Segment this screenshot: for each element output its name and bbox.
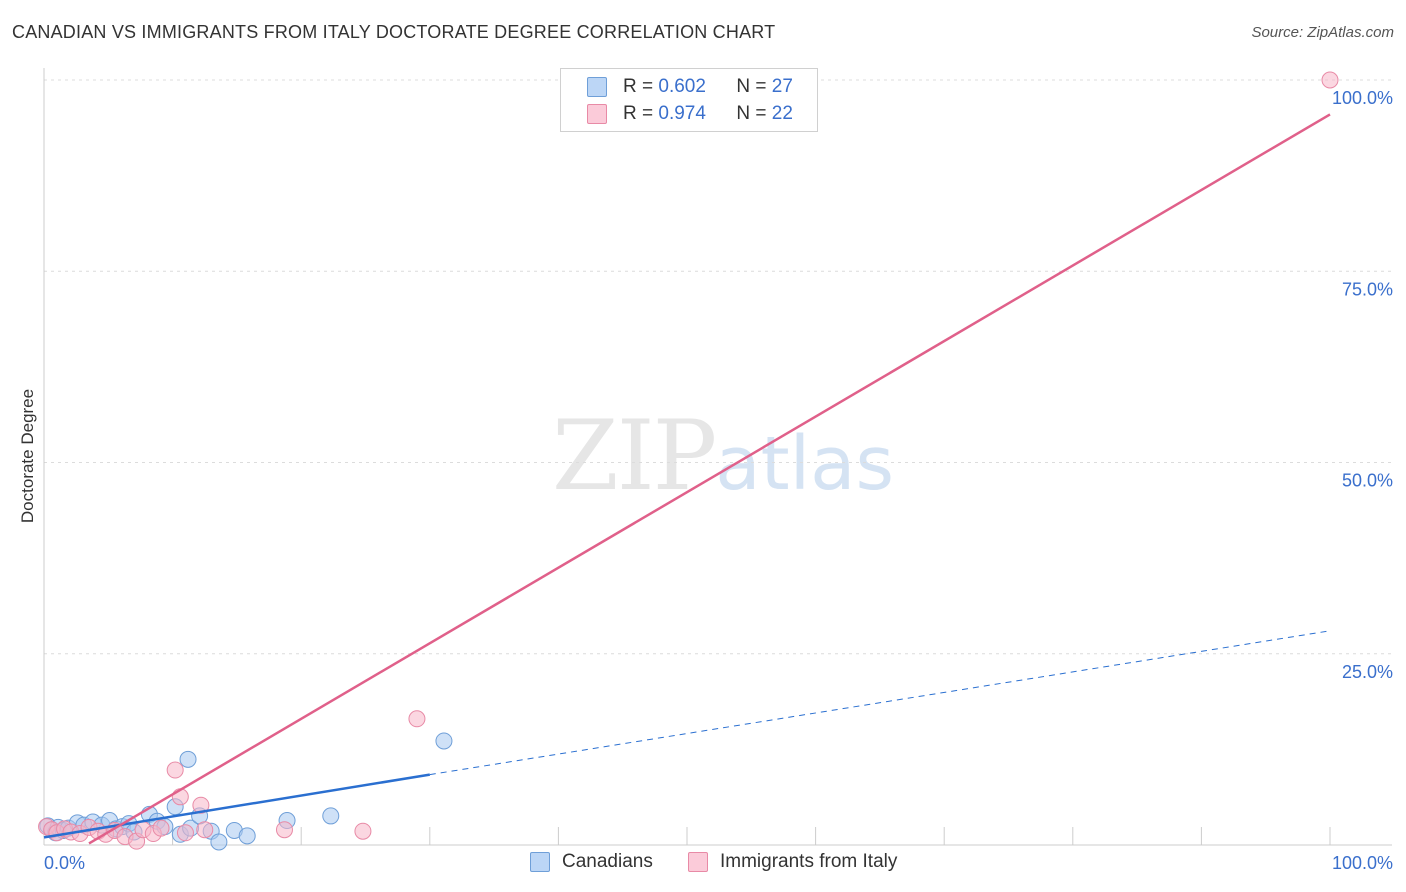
- x-tick-label: 100.0%: [1332, 853, 1393, 873]
- watermark-atlas: atlas: [715, 421, 895, 507]
- legend-row-italy: R = 0.974 N = 22: [587, 101, 793, 127]
- x-tick-label: 0.0%: [44, 853, 85, 873]
- y-tick-label: 50.0%: [1342, 471, 1393, 491]
- bottom-legend-canadians[interactable]: Canadians: [530, 851, 653, 873]
- point-italy: [275, 821, 293, 839]
- chart-title: CANADIAN VS IMMIGRANTS FROM ITALY DOCTOR…: [12, 22, 776, 42]
- legend-n-value: 27: [771, 76, 793, 97]
- y-tick-label: 75.0%: [1342, 279, 1393, 299]
- source-label: Source: ZipAtlas.com: [1251, 24, 1394, 41]
- legend-n-label: N =: [736, 103, 767, 124]
- point-italy: [166, 761, 184, 779]
- point-italy: [152, 819, 170, 837]
- point-canadians: [435, 732, 453, 750]
- point-italy: [1321, 71, 1339, 89]
- point-italy: [192, 796, 210, 814]
- y-axis-label: Doctorate Degree: [18, 388, 37, 524]
- legend-box: R = 0.602 N = 27 R = 0.974 N = 22: [560, 68, 818, 132]
- point-italy: [196, 821, 214, 839]
- watermark-zip: ZIP: [552, 400, 717, 512]
- bottom-legend-italy[interactable]: Immigrants from Italy: [688, 851, 897, 873]
- point-canadians: [322, 807, 340, 825]
- legend-r-value: 0.602: [658, 76, 706, 97]
- bottom-legend-label-italy: Immigrants from Italy: [720, 851, 898, 872]
- point-italy: [176, 824, 194, 842]
- trendline-canadians-extension: [429, 630, 1331, 776]
- watermark: ZIPatlas: [552, 400, 894, 512]
- legend-r-label: R =: [623, 103, 654, 124]
- bottom-legend-swatch-italy: [688, 852, 708, 872]
- trendline-canadians: [43, 773, 431, 839]
- y-tick-label: 100.0%: [1332, 88, 1393, 108]
- legend-swatch-italy: [587, 104, 607, 124]
- bottom-legend-swatch-canadians: [530, 852, 550, 872]
- trendline-italy: [88, 113, 1331, 845]
- point-canadians: [179, 750, 197, 768]
- point-italy: [354, 822, 372, 840]
- bottom-legend-label-canadians: Canadians: [562, 851, 653, 872]
- legend-n-label: N =: [736, 76, 767, 97]
- legend-swatch-canadians: [587, 77, 607, 97]
- legend-r-value: 0.974: [658, 103, 706, 124]
- y-tick-label: 25.0%: [1342, 662, 1393, 682]
- point-canadians: [238, 827, 256, 845]
- point-italy: [408, 710, 426, 728]
- legend-n-value: 22: [771, 103, 793, 124]
- legend-row-canadians: R = 0.602 N = 27: [587, 74, 793, 100]
- legend-r-label: R =: [623, 76, 654, 97]
- point-canadians: [210, 833, 228, 851]
